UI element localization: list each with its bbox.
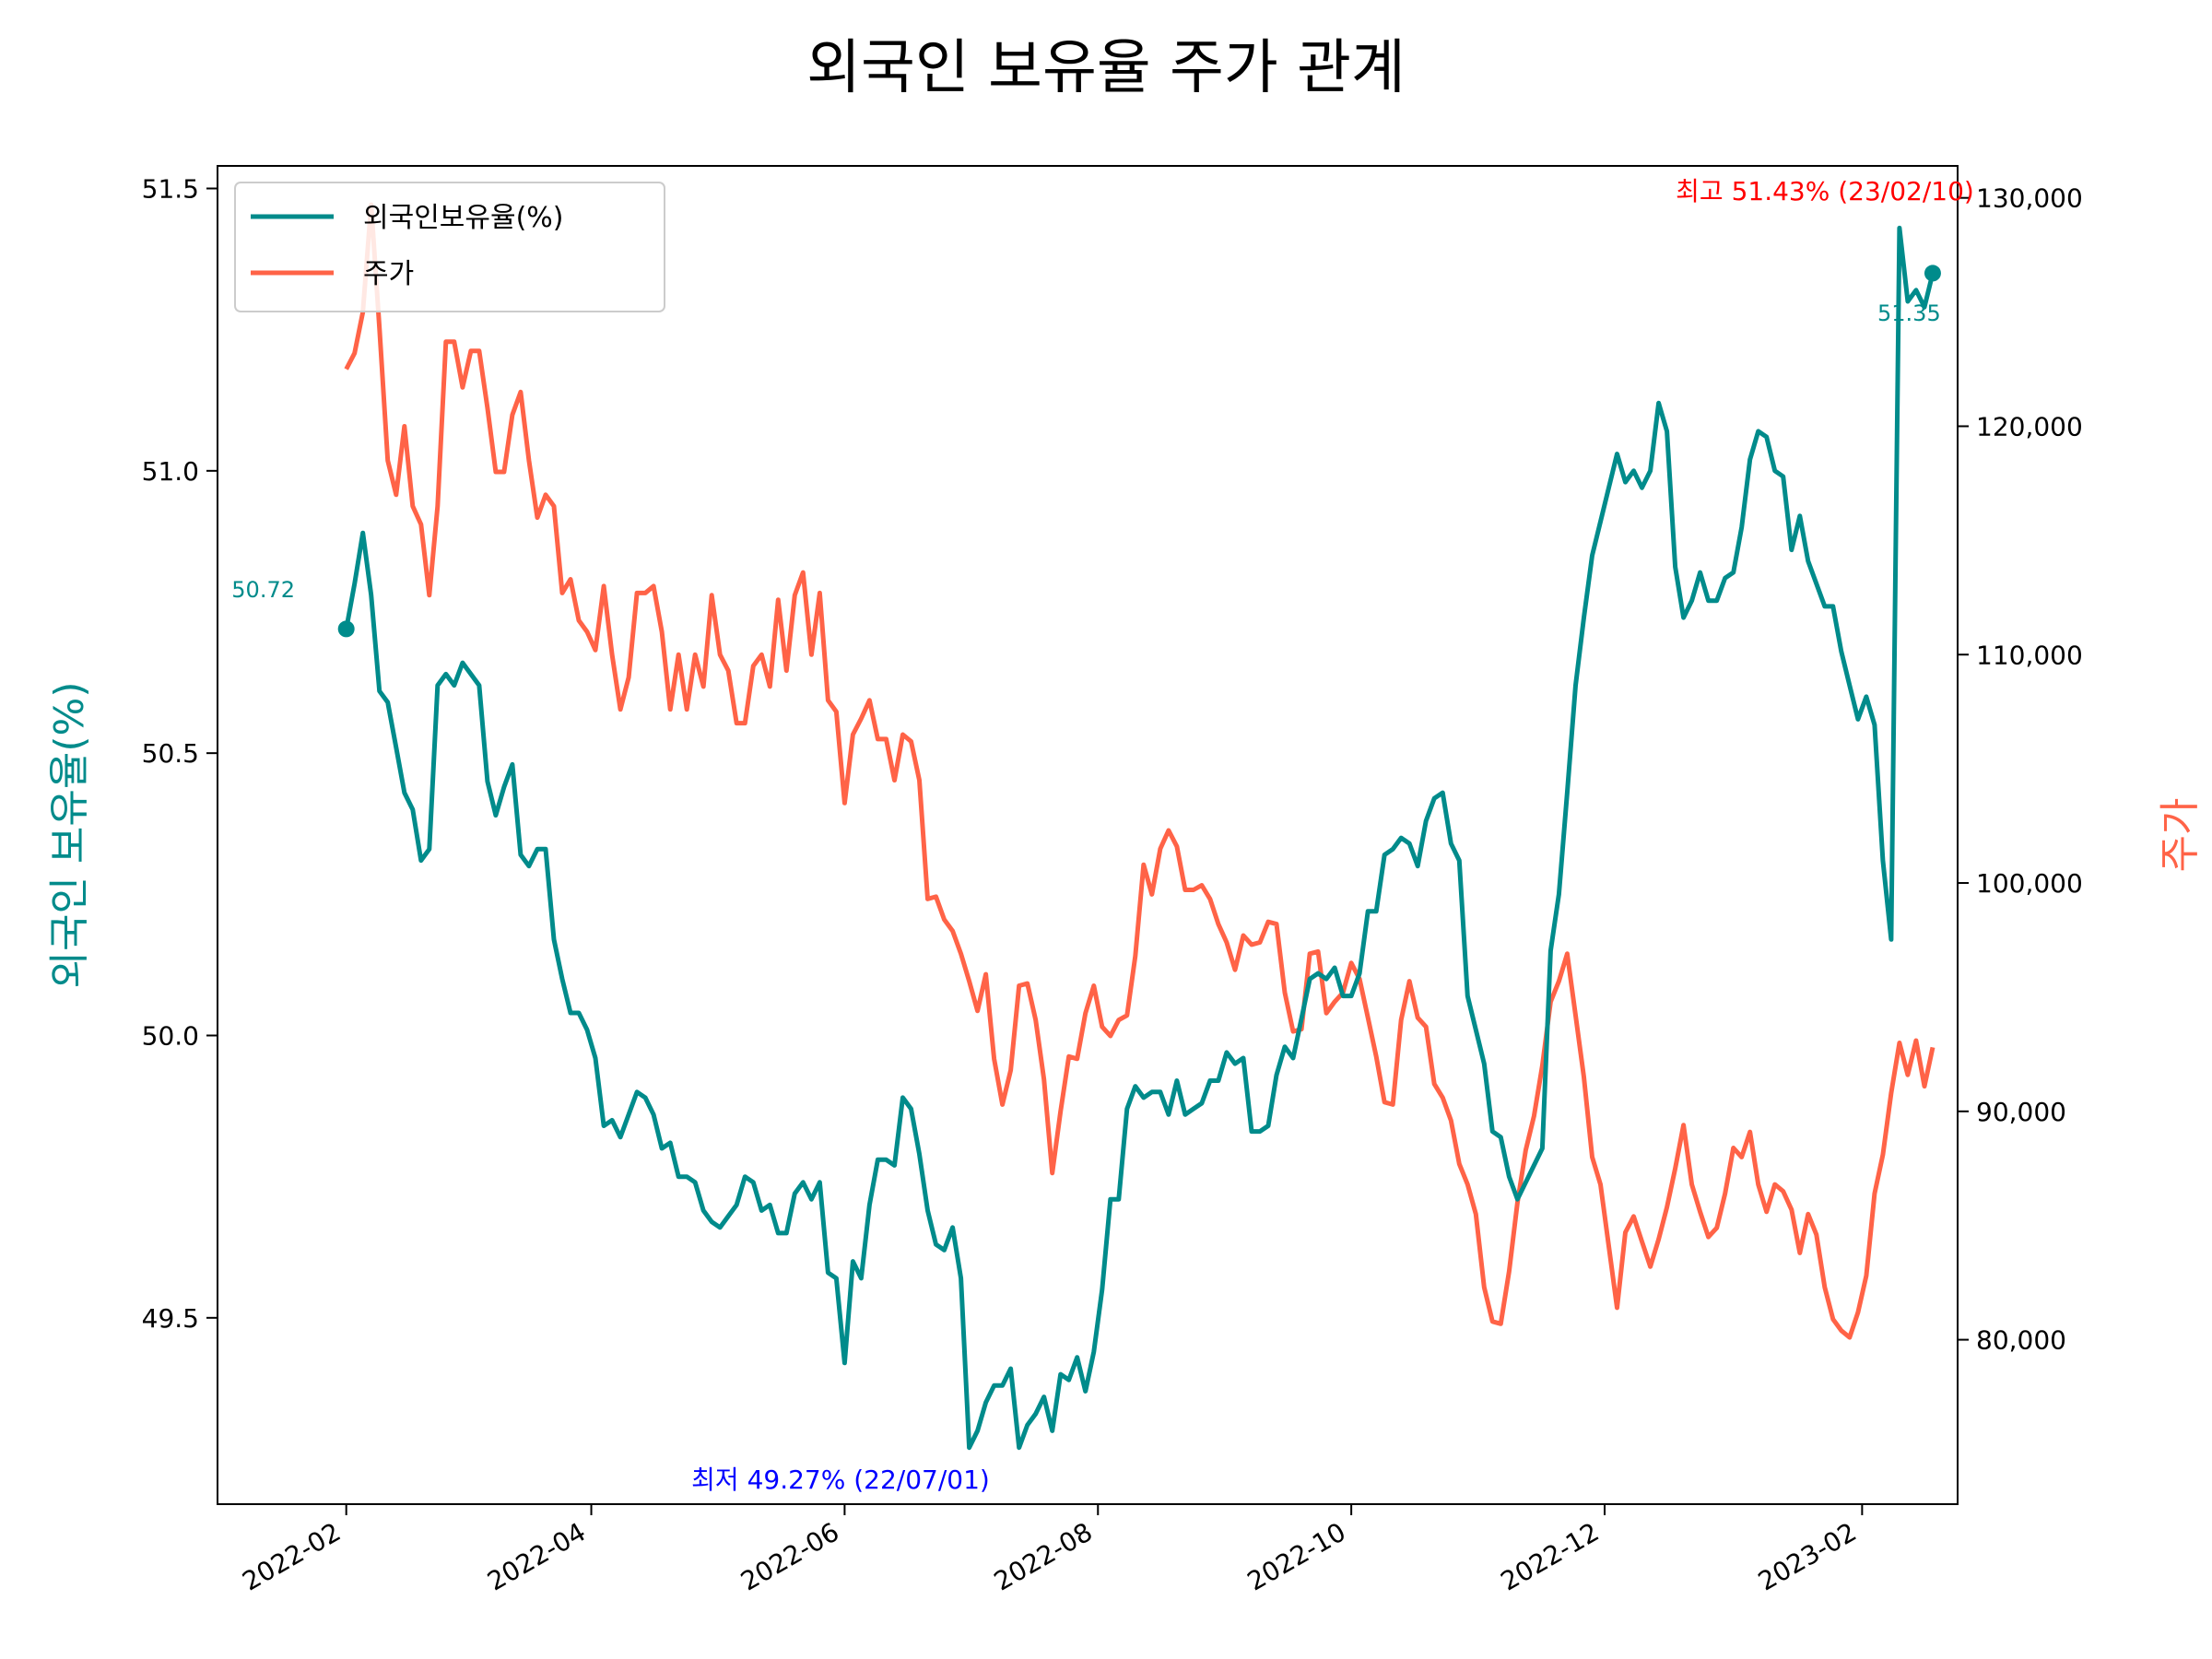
- x-tick-label: 2022-08: [989, 1516, 1098, 1596]
- x-tick-label: 2022-06: [735, 1516, 844, 1596]
- legend: 외국인보유율(%) 주가: [234, 182, 665, 312]
- y-axis-right-label: 주가: [2157, 798, 2204, 873]
- x-tick-label: 2022-12: [1496, 1516, 1605, 1596]
- x-tick-label: 2022-02: [237, 1516, 346, 1596]
- legend-label-price: 주가: [363, 258, 414, 290]
- y-left-tick-label: 51.0: [142, 456, 199, 487]
- y-right-tick-label: 80,000: [1976, 1325, 2066, 1356]
- x-tick-label: 2022-04: [482, 1516, 591, 1596]
- chart-title: 외국인 보유율 주가 관계: [806, 34, 1406, 102]
- series-line-ownership: [344, 225, 1936, 1451]
- y-axis-right: 80,000 90,000 100,000 110,000 120,000 130,000: [1958, 183, 2083, 1356]
- y-axis-left-label: 외국인 보유율(%): [46, 681, 93, 988]
- max-annotation: 최고 51.43% (23/02/10): [1676, 176, 1974, 206]
- legend-label-ownership: 외국인보유율(%): [363, 202, 564, 234]
- y-left-tick-label: 50.0: [142, 1020, 199, 1051]
- y-right-tick-label: 120,000: [1976, 411, 2083, 441]
- y-right-tick-label: 100,000: [1976, 868, 2083, 899]
- y-left-tick-label: 50.5: [142, 738, 199, 769]
- end-point-marker: [1924, 265, 1941, 282]
- y-left-tick-label: 51.5: [142, 174, 199, 205]
- end-value-label: 51.35: [1877, 300, 1941, 326]
- x-tick-label: 2023-02: [1753, 1516, 1862, 1596]
- x-tick-label: 2022-10: [1242, 1516, 1351, 1596]
- y-axis-left: 49.5 50.0 50.5 51.0 51.5: [142, 174, 218, 1334]
- y-right-tick-label: 110,000: [1976, 640, 2083, 670]
- plot-frame: [217, 165, 1959, 1505]
- min-annotation: 최저 49.27% (22/07/01): [691, 1465, 990, 1495]
- start-value-label: 50.72: [231, 577, 295, 603]
- y-left-tick-label: 49.5: [142, 1303, 199, 1334]
- y-right-tick-label: 130,000: [1976, 183, 2083, 214]
- legend-box: [234, 182, 665, 312]
- y-right-tick-label: 90,000: [1976, 1097, 2066, 1127]
- start-point-marker: [337, 620, 355, 638]
- series-line-price: [344, 202, 1936, 1340]
- x-axis: 2022-02 2022-04 2022-06 2022-08 2022-10 2022-…: [237, 1504, 1864, 1597]
